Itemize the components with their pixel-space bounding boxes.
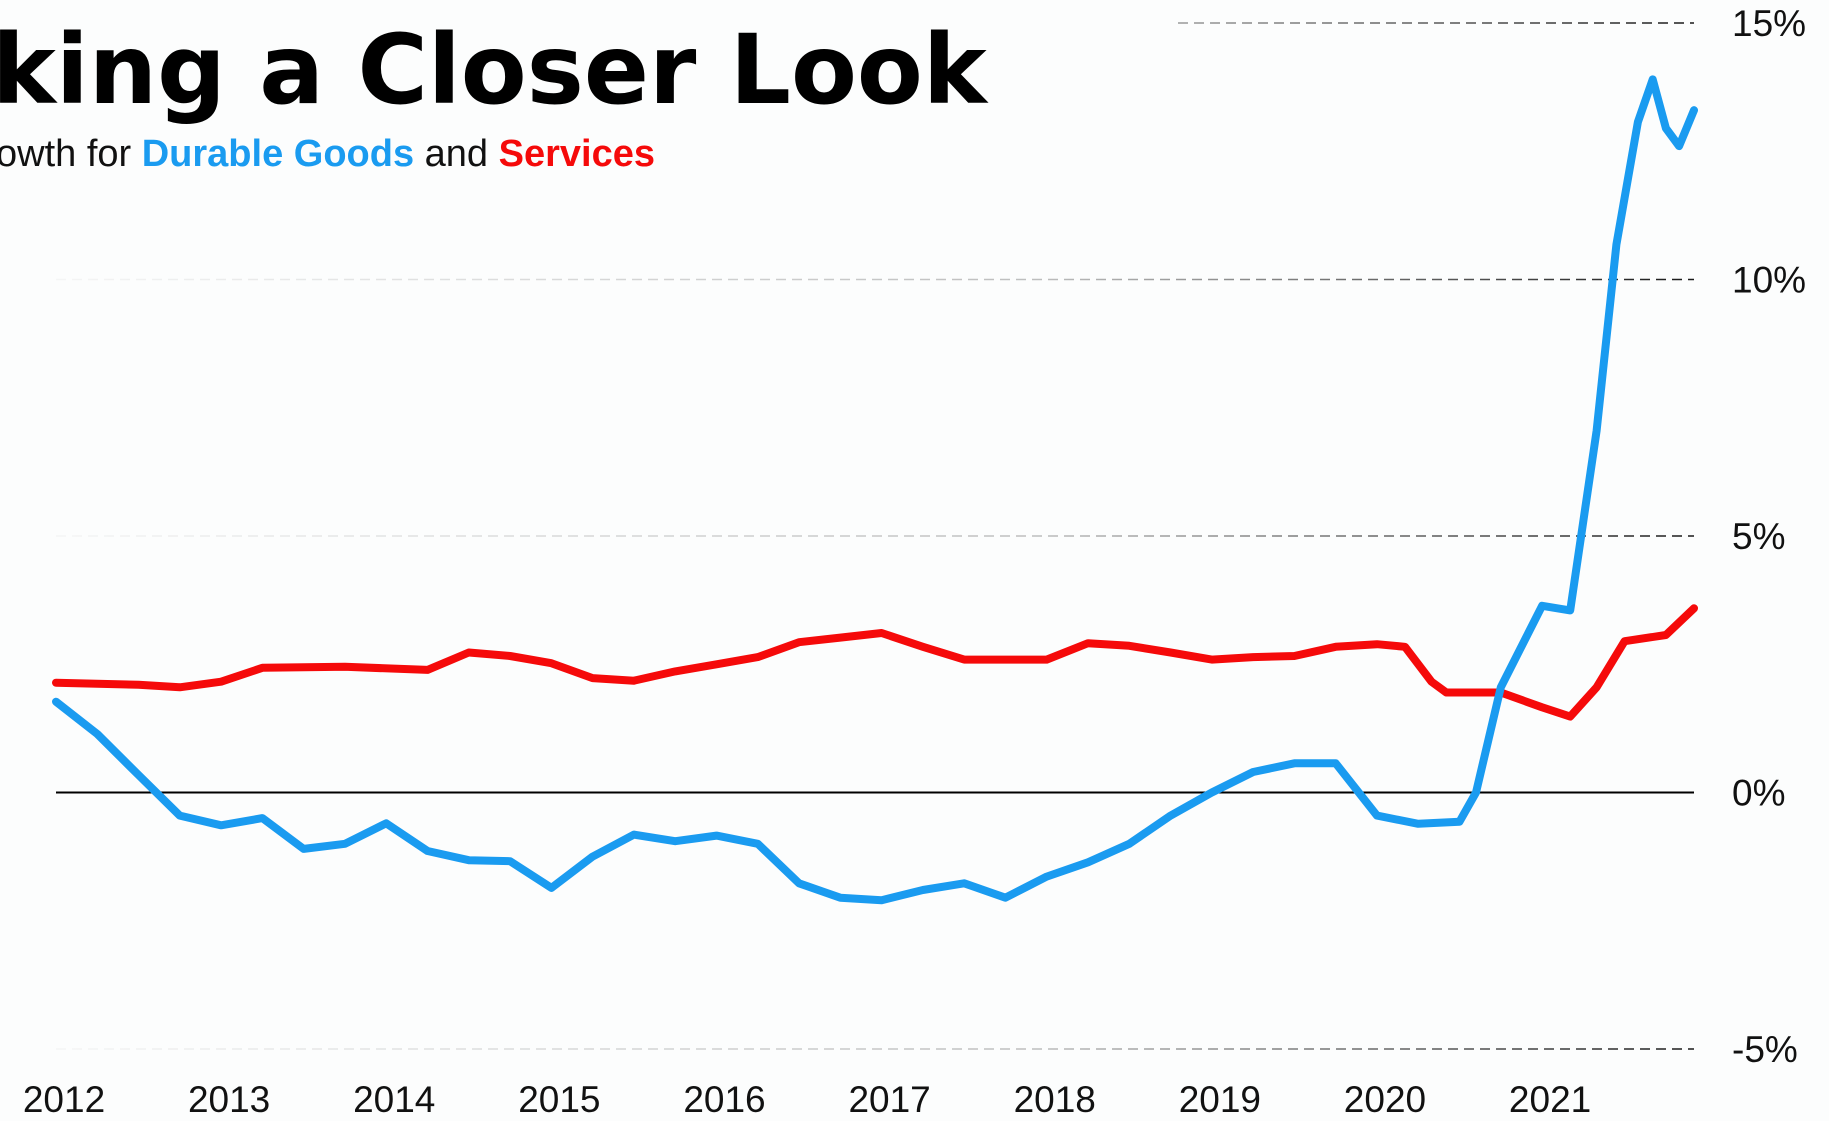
y-tick-label: 5% [1732, 516, 1785, 557]
x-tick-label: 2019 [1179, 1079, 1261, 1120]
legend-entry: Durable Goods [142, 133, 414, 175]
x-tick-label: 2017 [848, 1079, 930, 1120]
x-tick-label: 2018 [1014, 1079, 1096, 1120]
legend-entry: Services [499, 133, 655, 175]
x-tick-label: 2012 [23, 1079, 105, 1120]
y-tick-label: 10% [1732, 260, 1806, 301]
x-tick-label: 2020 [1344, 1079, 1426, 1120]
subtitle-text: owth for [0, 133, 142, 175]
y-tick-label: 0% [1732, 773, 1785, 814]
y-tick-label: -5% [1732, 1029, 1798, 1070]
x-tick-label: 2014 [353, 1079, 435, 1120]
subtitle-text: and [414, 133, 499, 175]
series-line [52, 75, 1698, 905]
y-tick-label: 15% [1732, 3, 1806, 44]
chart-subtitle: owth for Durable Goods and Services [0, 133, 655, 175]
x-tick-label: 2016 [683, 1079, 765, 1120]
series-line [52, 604, 1698, 721]
x-tick-label: 2015 [518, 1079, 600, 1120]
x-tick-label: 2013 [188, 1079, 270, 1120]
x-tick-label: 2021 [1509, 1079, 1591, 1120]
chart-title: king a Closer Look [0, 14, 989, 126]
